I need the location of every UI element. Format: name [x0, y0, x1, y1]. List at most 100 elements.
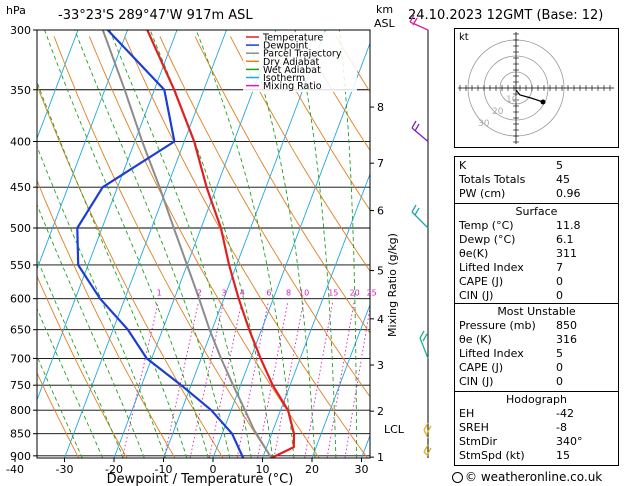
wind-barb	[419, 337, 429, 359]
mu-row: CAPE (J) 0	[459, 361, 563, 374]
wind-barb	[411, 211, 429, 229]
wet-adiabat-line	[37, 355, 83, 458]
surface-title: Surface	[515, 205, 558, 218]
mu-row: CIN (J) 0	[459, 375, 563, 388]
mixing-ratio-label: 10	[299, 289, 309, 298]
wet-adiabat-line	[339, 30, 358, 458]
mixing-ratio-label: 2	[197, 289, 202, 298]
temp-tick-label: -40	[6, 463, 24, 476]
surface-panel: Surface Temp (°C) 11.8 Dewp (°C) 6.1 θe(K)…	[454, 203, 619, 304]
mixing-ratio-label: 1	[157, 289, 162, 298]
hodograph-ring-label-30: 30	[478, 119, 490, 129]
isotherm-line	[212, 41, 370, 458]
plot-frame	[36, 29, 371, 459]
pressure-label-900: 900	[10, 450, 31, 463]
x-axis-title: Dewpoint / Temperature (°C)	[107, 472, 294, 486]
wind-barb	[423, 451, 429, 457]
temp-tick-label: 20	[305, 463, 319, 476]
wet-adiabat-line	[37, 203, 145, 458]
isotherm-line	[113, 30, 277, 458]
index-row-totals: Totals Totals 45	[459, 173, 570, 186]
surface-row: Dewp (°C) 6.1	[459, 233, 574, 246]
hodo-row: StmSpd (kt) 15	[459, 449, 570, 462]
wind-barb-flag	[422, 333, 428, 342]
surface-row: CAPE (J) 0	[459, 275, 563, 288]
hpa-unit-label: hPa	[6, 4, 26, 17]
parcel-trajectory-line	[101, 30, 273, 458]
surface-row: Lifted Index 7	[459, 261, 563, 274]
surface-row: θe(K) 311	[459, 247, 577, 260]
wet-adiabat-line	[37, 307, 104, 458]
legend-label: Wet Adiabat	[263, 65, 321, 76]
hodograph-unit: kt	[459, 32, 469, 43]
pressure-label-750: 750	[10, 379, 31, 392]
wet-adiabat-line	[149, 30, 274, 458]
wind-barb	[409, 21, 429, 31]
legend-label: Dry Adiabat	[263, 57, 320, 68]
dry-adiabat-line	[0, 36, 31, 458]
pressure-label-700: 700	[10, 352, 31, 365]
pressure-label-800: 800	[10, 404, 31, 417]
datetime-title: 24.10.2023 12GMT (Base: 12)	[408, 8, 604, 23]
mixing-ratio-line	[257, 301, 289, 458]
hodograph-ring-label-10: 10	[506, 95, 518, 105]
dry-adiabat-line	[194, 36, 370, 334]
mixing-ratio-label: 8	[286, 289, 291, 298]
mu-row: θe (K) 316	[459, 333, 577, 346]
wind-barb-flag	[411, 204, 417, 213]
isotherm-line	[64, 30, 227, 458]
dry-adiabat-line	[124, 36, 368, 458]
hodograph-storm-motion-dot	[540, 99, 546, 105]
km-label-8: 8	[377, 101, 384, 114]
isotherm-line	[262, 172, 370, 458]
temperature-line	[146, 30, 296, 458]
legend-label: Dewpoint	[263, 41, 308, 52]
dry-adiabat-line	[300, 36, 370, 152]
isotherm-line	[37, 30, 79, 140]
wind-barb-flag	[414, 207, 420, 216]
wet-adiabat-line	[294, 30, 337, 458]
most-unstable-panel: Most Unstable Pressure (mb) 850 θe (K) 316…	[454, 303, 619, 392]
temp-tick-label: 30	[355, 463, 369, 476]
km-label-7: 7	[377, 157, 384, 170]
mixing-ratio-axis-title: Mixing Ratio (g/kg)	[386, 233, 399, 337]
km-label-3: 3	[377, 359, 384, 372]
dry-adiabat-line	[159, 36, 370, 398]
mixing-ratio-label: 3	[222, 289, 227, 298]
wind-barb-flag	[426, 425, 432, 434]
km-label-6: 6	[377, 205, 384, 218]
isotherm-line	[163, 30, 326, 458]
legend-label: Parcel Trajectory	[263, 49, 342, 60]
wind-barb-flag	[423, 422, 429, 431]
mixing-ratio-label: 15	[328, 289, 338, 298]
pressure-label-650: 650	[10, 324, 31, 337]
wind-barb-flag	[412, 17, 418, 26]
mixing-ratio-label: 4	[240, 289, 245, 298]
pressure-label-850: 850	[10, 428, 31, 441]
dry-adiabat-line	[618, 36, 629, 458]
pressure-label-300: 300	[10, 24, 31, 37]
mixing-ratio-line	[304, 301, 334, 458]
pressure-label-450: 450	[10, 181, 31, 194]
wet-adiabat-line	[37, 257, 124, 458]
hodo-row: SREH -8	[459, 421, 567, 434]
wind-barb	[411, 127, 429, 143]
wet-adiabat-line	[109, 30, 252, 458]
km-label-1: 1	[377, 451, 384, 464]
km-label-4: 4	[377, 313, 384, 326]
wind-barb-flag	[426, 447, 432, 456]
wind-barb-flag	[414, 123, 420, 132]
temp-tick-label: -30	[56, 463, 74, 476]
isotherm-line	[37, 30, 178, 402]
pressure-label-500: 500	[10, 222, 31, 235]
temp-tick-label: -20	[105, 463, 123, 476]
hodograph-table-title: Hodograph	[506, 393, 567, 406]
km-label-2: 2	[377, 405, 384, 418]
wind-barb-flag	[409, 14, 415, 23]
credit[interactable]: © weatheronline.co.uk	[452, 470, 602, 484]
temp-tick-label: 10	[256, 463, 270, 476]
index-row-pw: PW (cm) 0.96	[459, 187, 581, 200]
